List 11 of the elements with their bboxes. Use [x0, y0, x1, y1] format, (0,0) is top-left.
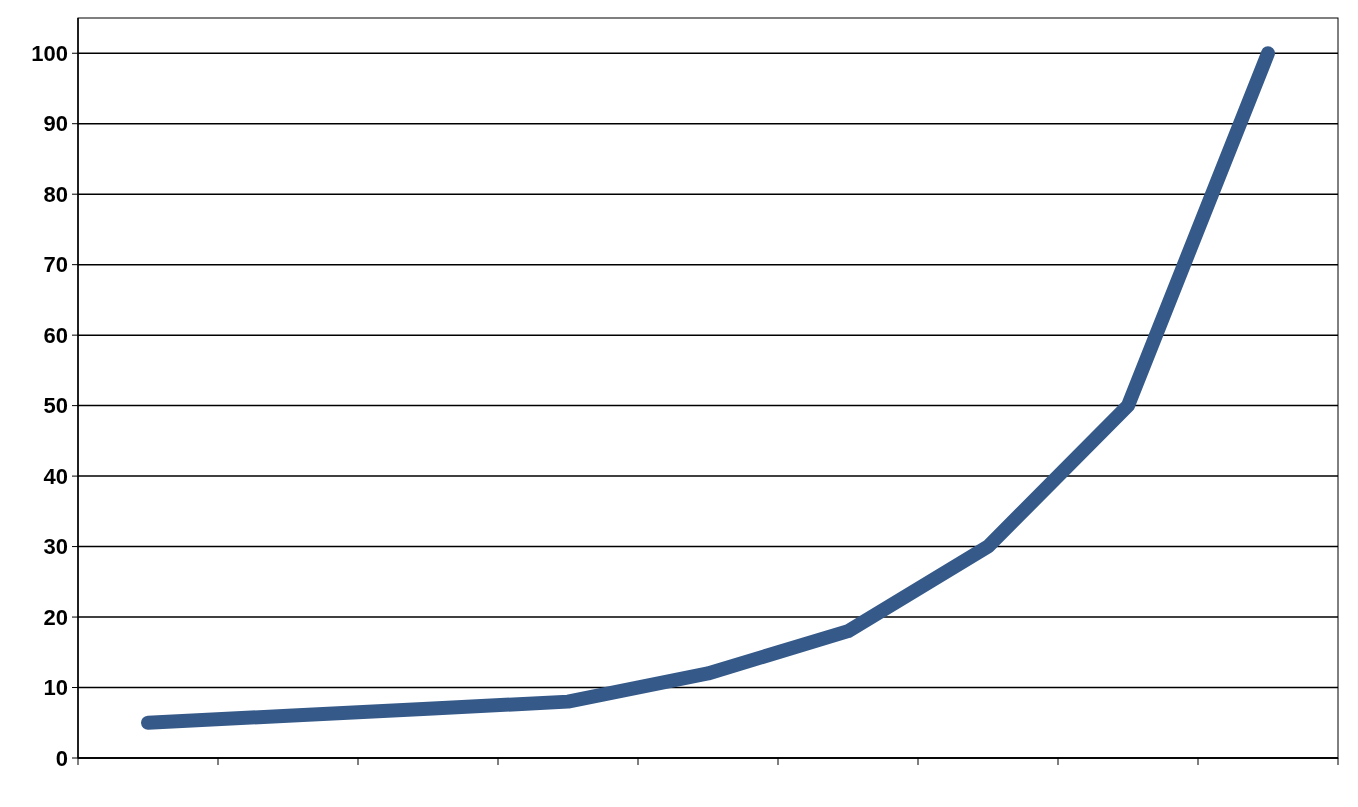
- y-tick-label: 30: [43, 534, 68, 560]
- y-tick-label: 20: [43, 604, 68, 630]
- y-tick-label: 60: [43, 322, 68, 348]
- y-tick-label: 10: [43, 675, 68, 701]
- y-tick-label: 80: [43, 181, 68, 207]
- y-tick-label: 50: [43, 393, 68, 419]
- y-tick-label: 90: [43, 111, 68, 137]
- y-tick-label: 40: [43, 463, 68, 489]
- y-tick-label: 70: [43, 252, 68, 278]
- y-tick-label: 0: [55, 745, 68, 771]
- y-tick-label: 100: [31, 40, 68, 66]
